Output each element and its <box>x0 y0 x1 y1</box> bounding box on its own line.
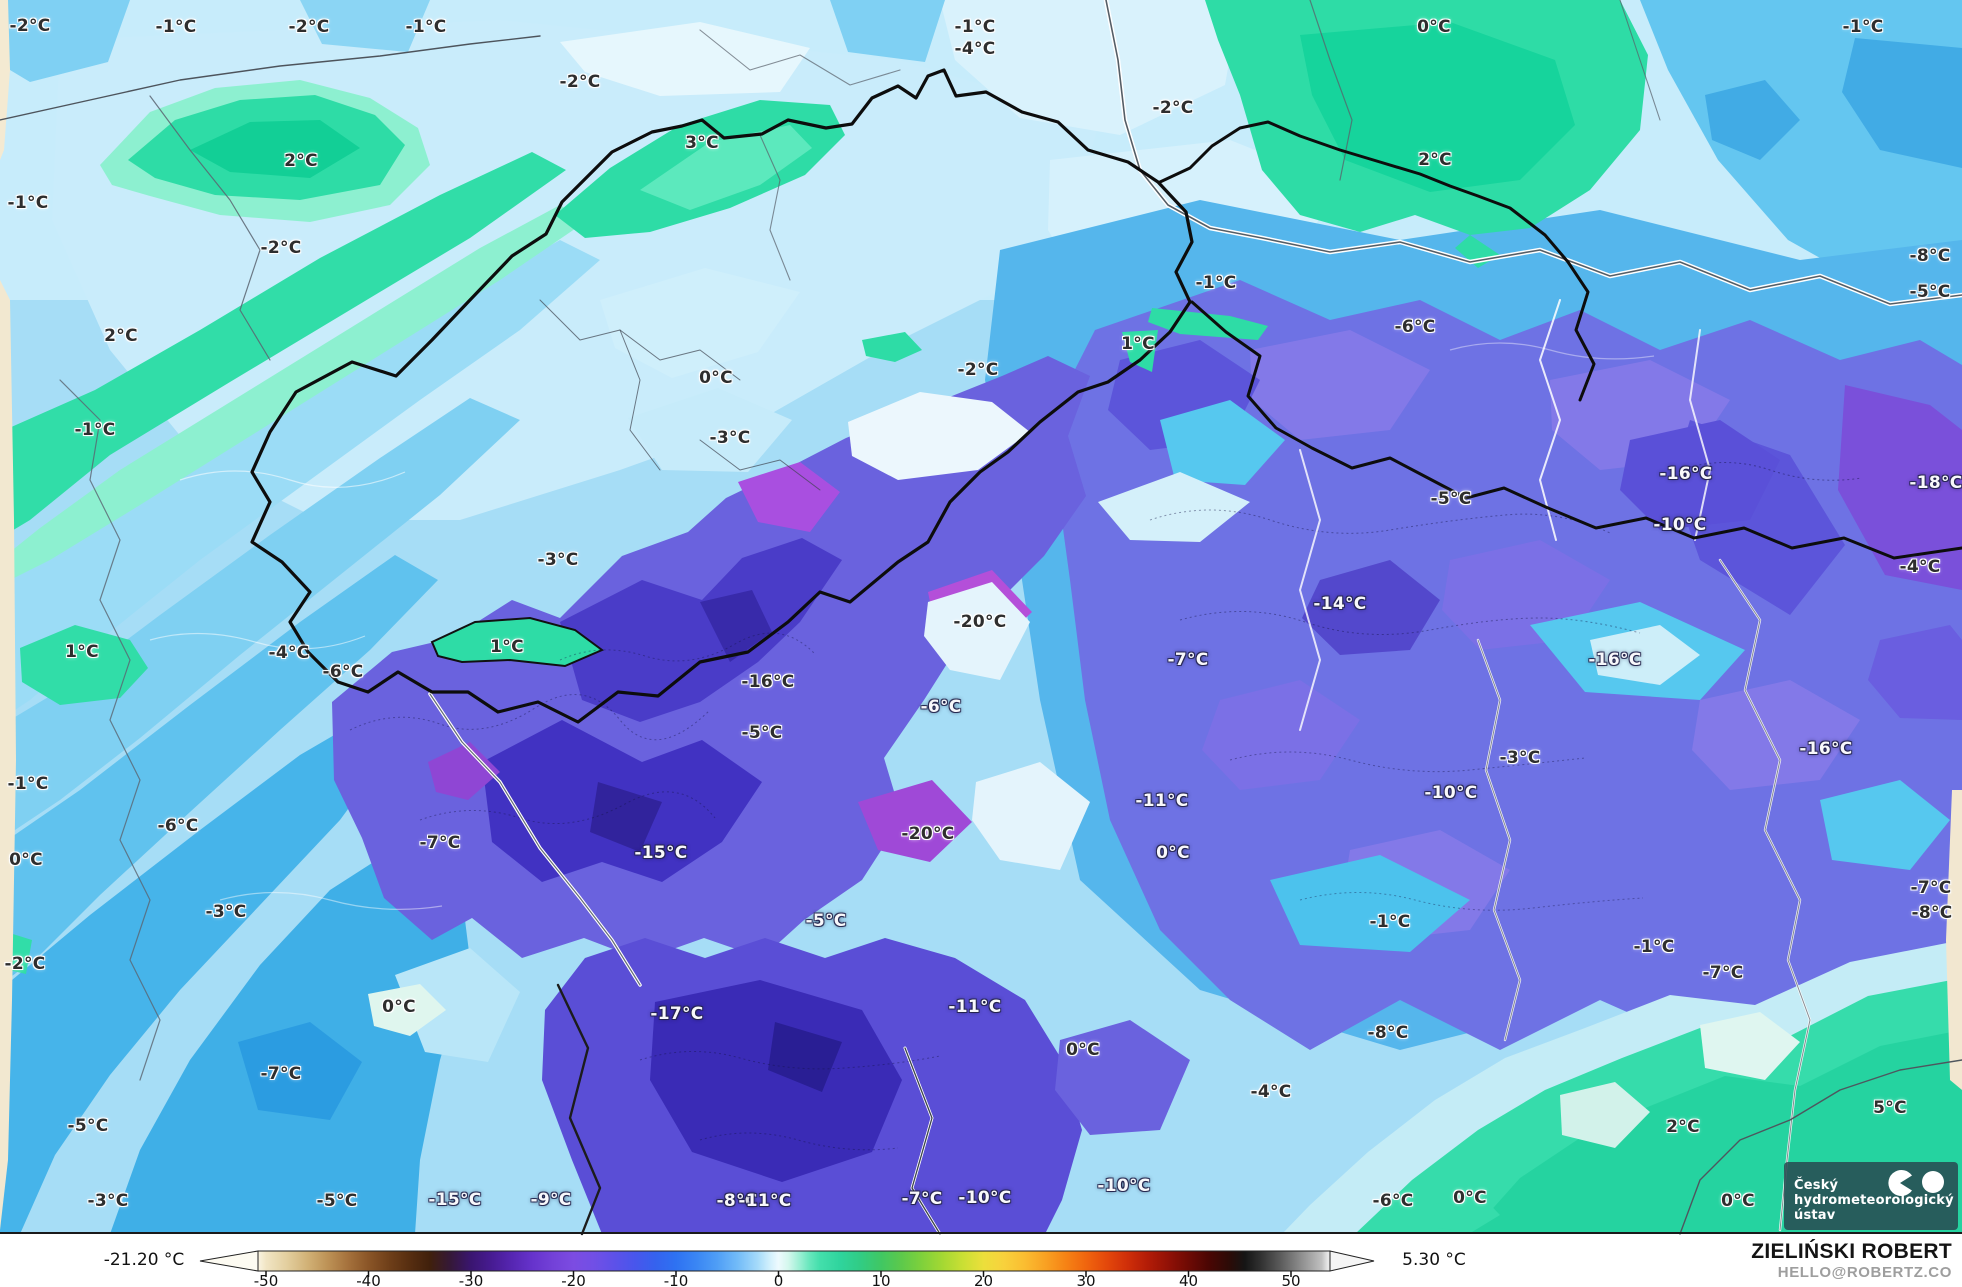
colorbar-tick-label: -20 <box>561 1272 586 1287</box>
colorbar-tick-label: 10 <box>871 1272 890 1287</box>
temperature-colorbar: -50 -40 -30 -20 -10 0 10 20 30 40 50 <box>199 1250 1375 1287</box>
country-borders <box>0 0 1962 1236</box>
attribution: ZIELIŃSKI ROBERT HELLO@ROBERTZ.CO <box>1751 1240 1952 1282</box>
colorbar-ticks: -50 -40 -30 -20 -10 0 10 20 30 40 50 <box>254 1271 1301 1287</box>
colorbar-tick-label: -30 <box>459 1272 484 1287</box>
temperature-map: -2°C -1°C -2°C -1°C -1°C -4°C 0°C -1°C -2°C -2°C 2… <box>0 0 1962 1236</box>
colorbar-tick-label: 50 <box>1281 1272 1300 1287</box>
colorbar-tick-label: 40 <box>1179 1272 1198 1287</box>
chmi-logo-box: Český hydrometeorologický ústav <box>1784 1162 1958 1230</box>
chmi-logo-line2: hydrometeorologický <box>1794 1193 1954 1208</box>
chmi-logo-line1: Český <box>1794 1178 1839 1193</box>
map-graphic <box>0 0 1962 1236</box>
colorbar-tick-label: -10 <box>664 1272 689 1287</box>
colorbar-tick-label: -40 <box>356 1272 381 1287</box>
attribution-email: HELLO@ROBERTZ.CO <box>1777 1264 1952 1281</box>
temperature-field <box>0 0 1962 1234</box>
colorbar-tick-label: -50 <box>254 1272 279 1287</box>
colorbar-tick-label: 30 <box>1076 1272 1095 1287</box>
colorbar-tick-label: 0 <box>774 1272 784 1287</box>
legend-min-value: -21.20 °C <box>103 1250 185 1270</box>
chmi-logo-icon <box>1888 1170 1944 1196</box>
attribution-name: ZIELIŃSKI ROBERT <box>1751 1240 1952 1263</box>
contour-lines <box>149 342 1863 1151</box>
colorbar-tick-label: 20 <box>974 1272 993 1287</box>
chmi-logo-line3: ústav <box>1794 1208 1836 1223</box>
legend-max-value: 5.30 °C <box>1402 1250 1466 1270</box>
legend-footer: -21.20 °C -50 -40 -30 -20 -10 0 10 20 30 40 50 5.3… <box>0 1238 1962 1287</box>
